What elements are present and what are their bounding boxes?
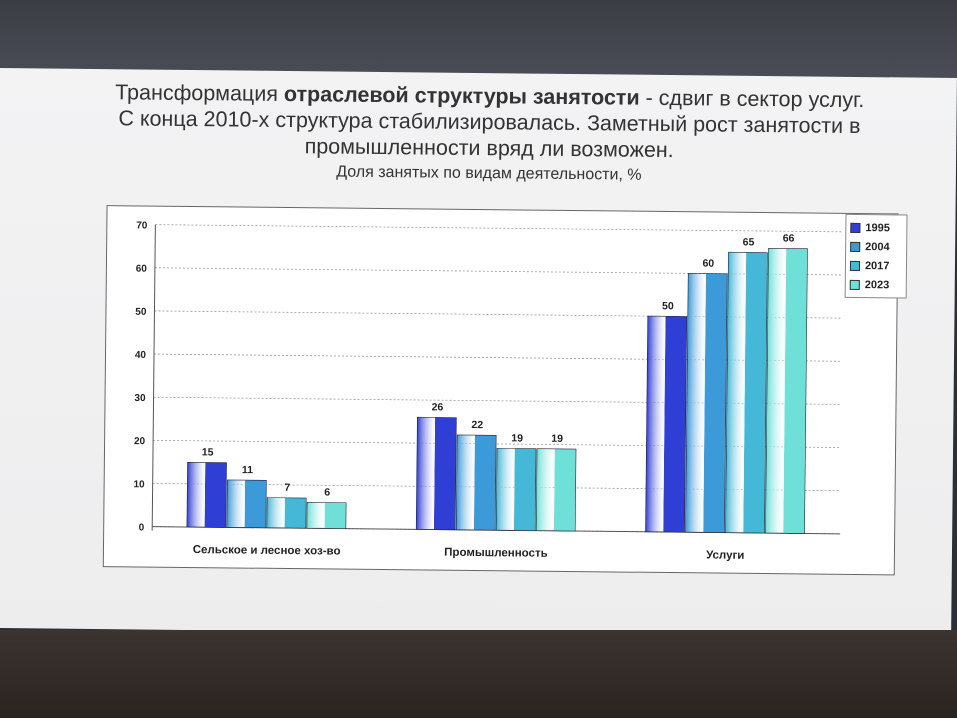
bar-1995-1	[415, 416, 457, 531]
legend-swatch	[850, 222, 861, 233]
y-tick-label: 50	[135, 307, 147, 318]
y-tick-label: 0	[139, 522, 145, 533]
chart-legend: 1995 2004 2017 2023	[844, 213, 908, 299]
data-label: 60	[702, 258, 714, 270]
y-tick-label: 30	[134, 393, 146, 404]
y-tick-label: 70	[136, 220, 148, 231]
gridline	[155, 224, 844, 233]
legend-swatch	[850, 241, 861, 252]
data-label: 22	[471, 419, 483, 431]
bar-2017-2	[725, 251, 768, 534]
legend-swatch	[849, 260, 861, 271]
slide-title: Трансформация отраслевой структуры занят…	[109, 79, 870, 165]
bar-2017-0	[266, 497, 307, 529]
bar-chart: 0 10 20 30 40 50 60 70 15 11 7 6 Сельское и лесное х…	[133, 220, 844, 562]
bar-1995-0	[186, 461, 227, 528]
category-label: Промышленность	[444, 547, 548, 560]
legend-item-2004: 2004	[850, 237, 902, 257]
legend-item-2023: 2023	[849, 275, 902, 295]
legend-item-2017: 2017	[849, 256, 902, 276]
bar-2023-2	[765, 248, 808, 534]
chart-frame: 0 10 20 30 40 50 60 70 15 11 7 6 Сельское и лесное х…	[102, 205, 908, 576]
bar-2023-1	[535, 448, 577, 532]
legend-label: 2004	[865, 240, 890, 253]
chart-subtitle: Доля занятых по видам деятельности, %	[336, 163, 642, 184]
legend-label: 2023	[864, 278, 890, 291]
bar-2004-0	[226, 479, 267, 529]
data-label: 15	[202, 446, 214, 458]
legend-label: 2017	[864, 259, 890, 272]
category-label: Сельское и лесное хоз-во	[193, 544, 341, 558]
data-label: 19	[551, 433, 563, 445]
legend-item-1995: 1995	[850, 218, 902, 238]
data-label: 66	[783, 232, 795, 244]
title-text-1: Трансформация	[115, 80, 285, 106]
bar-1995-2	[645, 315, 688, 533]
y-tick-label: 10	[133, 479, 145, 490]
bar-2004-2	[685, 273, 728, 533]
data-label: 11	[242, 464, 253, 476]
data-label: 65	[743, 236, 755, 248]
bar-2004-1	[455, 434, 497, 531]
projector-bottom-shade	[0, 630, 957, 718]
category-label: Услуги	[706, 549, 744, 561]
legend-swatch	[849, 279, 860, 290]
data-label: 7	[284, 482, 290, 494]
data-label: 26	[432, 401, 444, 413]
y-tick-label: 60	[136, 264, 148, 275]
data-label: 50	[662, 300, 674, 312]
data-label: 19	[511, 432, 523, 444]
bar-2023-0	[306, 502, 347, 529]
y-tick-label: 20	[134, 436, 146, 447]
y-tick-label: 40	[135, 350, 147, 361]
y-axis	[151, 224, 156, 531]
presentation-slide: Трансформация отраслевой структуры занят…	[0, 68, 957, 638]
data-label: 6	[324, 487, 330, 499]
projector-top-shade	[0, 0, 957, 78]
bar-2017-1	[495, 447, 537, 531]
title-bold-text: отраслевой структуры занятости	[283, 81, 640, 110]
legend-label: 1995	[865, 221, 890, 234]
